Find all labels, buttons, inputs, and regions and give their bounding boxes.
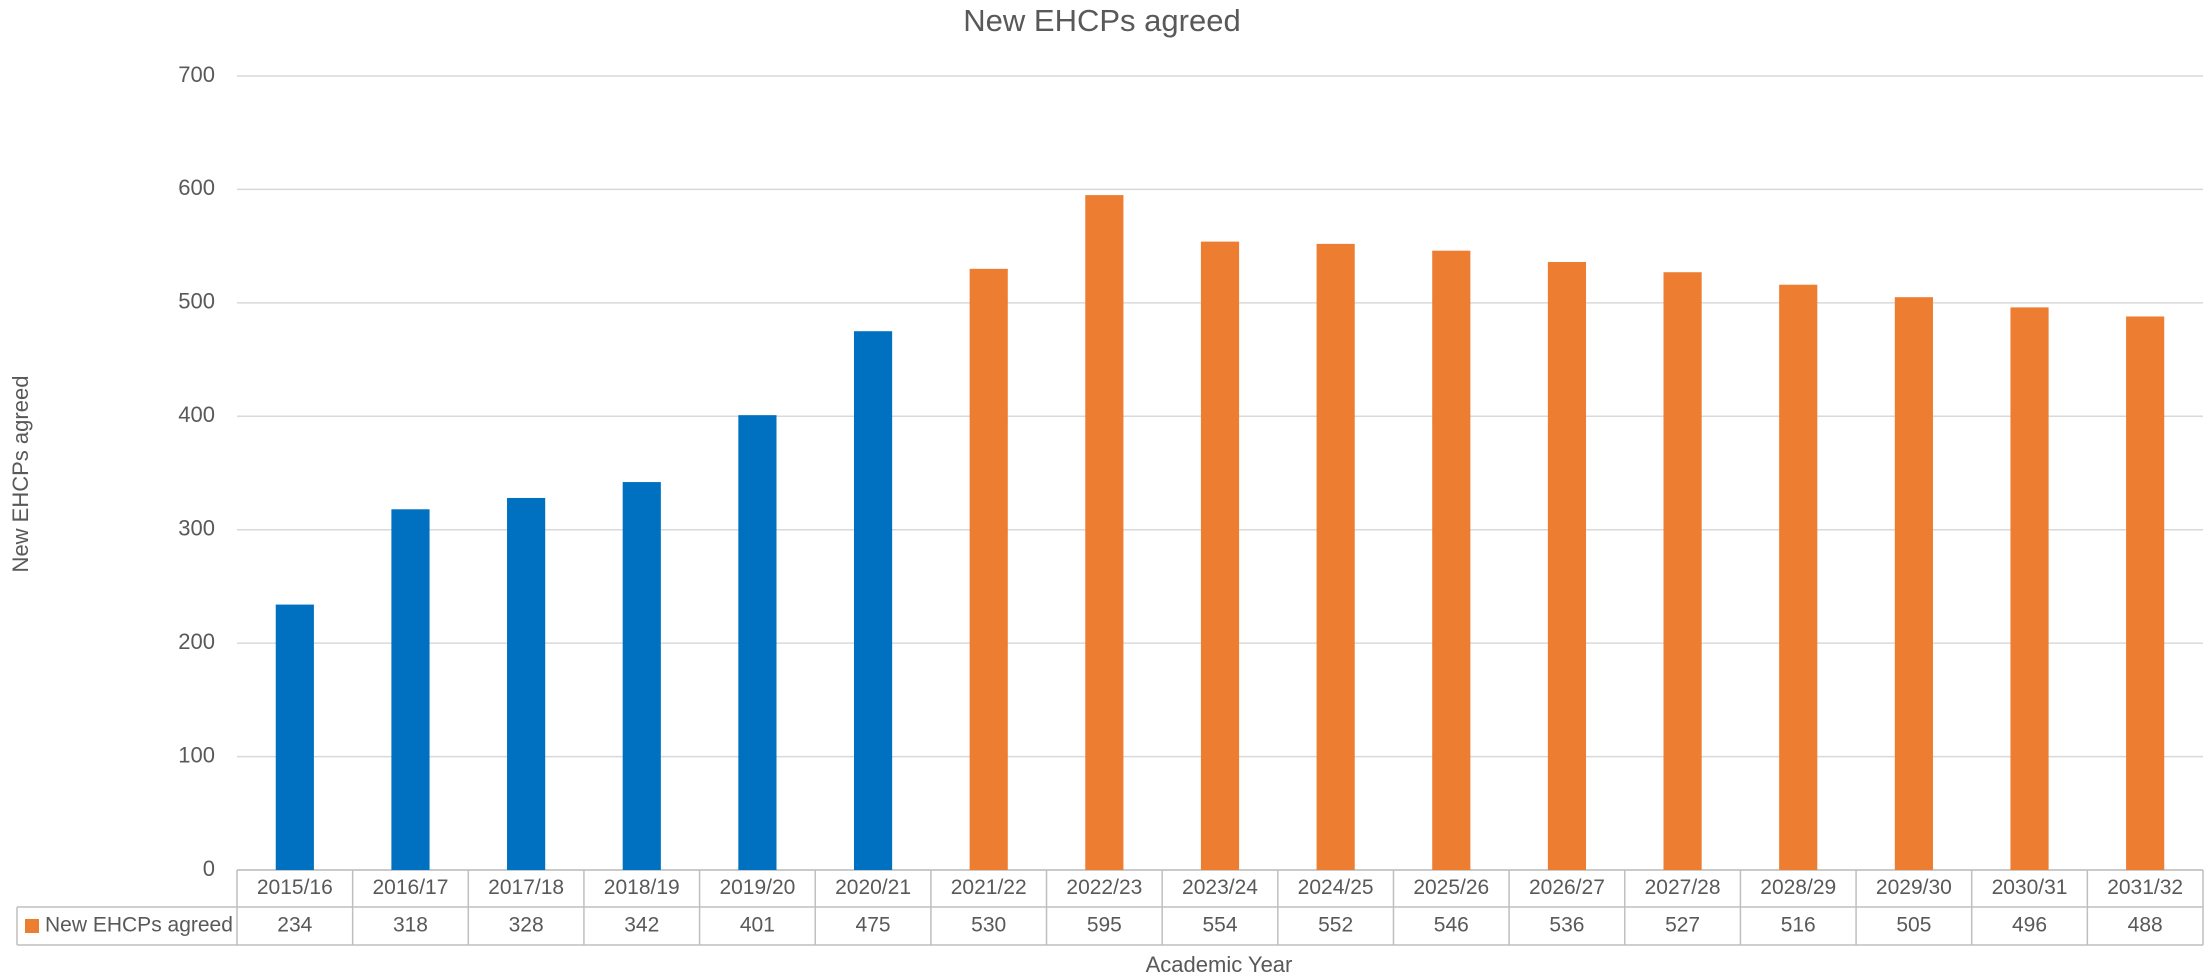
x-tick-label: 2027/28 — [1645, 876, 1721, 899]
bar — [853, 331, 893, 870]
y-tick-label: 0 — [203, 856, 215, 881]
bar — [622, 482, 661, 870]
x-tick-label: 2022/23 — [1066, 876, 1142, 899]
x-tick-label: 2029/30 — [1876, 876, 1952, 899]
bar — [507, 497, 546, 870]
chart-title: New EHCPs agreed — [963, 3, 1240, 38]
table-value: 530 — [971, 914, 1006, 937]
x-tick-label: 2024/25 — [1298, 876, 1374, 899]
x-tick-label: 2015/16 — [257, 876, 333, 899]
bar — [1085, 195, 1124, 871]
y-tick-label: 700 — [178, 62, 215, 87]
table-value: 234 — [277, 914, 312, 937]
x-tick-label: 2021/22 — [951, 876, 1027, 899]
table-value: 475 — [856, 914, 891, 937]
x-tick-label: 2020/21 — [835, 876, 911, 899]
y-tick-label: 100 — [178, 742, 215, 767]
table-value: 595 — [1087, 914, 1122, 937]
y-tick-label: 400 — [178, 402, 215, 427]
table-value: 401 — [740, 914, 775, 937]
y-axis-label: New EHCPs agreed — [8, 376, 33, 573]
bar — [275, 604, 314, 870]
bar — [1663, 272, 1702, 870]
table-value: 554 — [1202, 914, 1237, 937]
x-tick-label: 2031/32 — [2107, 876, 2183, 899]
bar — [2010, 307, 2049, 870]
y-tick-label: 200 — [178, 629, 215, 654]
x-tick-label: 2019/20 — [719, 876, 795, 899]
table-value: 318 — [393, 914, 428, 937]
table-value: 536 — [1549, 914, 1584, 937]
table-value: 342 — [624, 914, 659, 937]
bar — [1316, 243, 1355, 871]
legend-label: New EHCPs agreed — [45, 914, 233, 937]
x-tick-label: 2023/24 — [1182, 876, 1258, 899]
table-value: 516 — [1781, 914, 1816, 937]
x-tick-label: 2026/27 — [1529, 876, 1605, 899]
bar — [738, 415, 777, 870]
x-tick-label: 2030/31 — [1992, 876, 2068, 899]
table-value: 328 — [509, 914, 544, 937]
bar — [1200, 241, 1240, 870]
x-axis-label: Academic Year — [1146, 952, 1293, 977]
x-tick-label: 2028/29 — [1760, 876, 1836, 899]
bar — [1894, 297, 1933, 871]
y-tick-label: 500 — [178, 289, 215, 314]
y-tick-label: 300 — [178, 516, 215, 541]
table-value: 546 — [1434, 914, 1469, 937]
x-tick-label: 2018/19 — [604, 876, 680, 899]
bar — [391, 509, 430, 870]
x-tick-label: 2025/26 — [1413, 876, 1489, 899]
bar — [1547, 262, 1587, 871]
x-tick-label: 2016/17 — [373, 876, 449, 899]
table-value: 552 — [1318, 914, 1353, 937]
y-tick-label: 600 — [178, 175, 215, 200]
table-value: 505 — [1896, 914, 1931, 937]
bar — [1432, 250, 1471, 870]
bar — [969, 268, 1008, 870]
table-value: 488 — [2128, 914, 2163, 937]
legend-key — [25, 919, 39, 933]
table-value: 527 — [1665, 914, 1700, 937]
table-value: 496 — [2012, 914, 2047, 937]
bar — [1779, 284, 1818, 870]
bar — [2126, 316, 2165, 870]
x-tick-label: 2017/18 — [488, 876, 564, 899]
